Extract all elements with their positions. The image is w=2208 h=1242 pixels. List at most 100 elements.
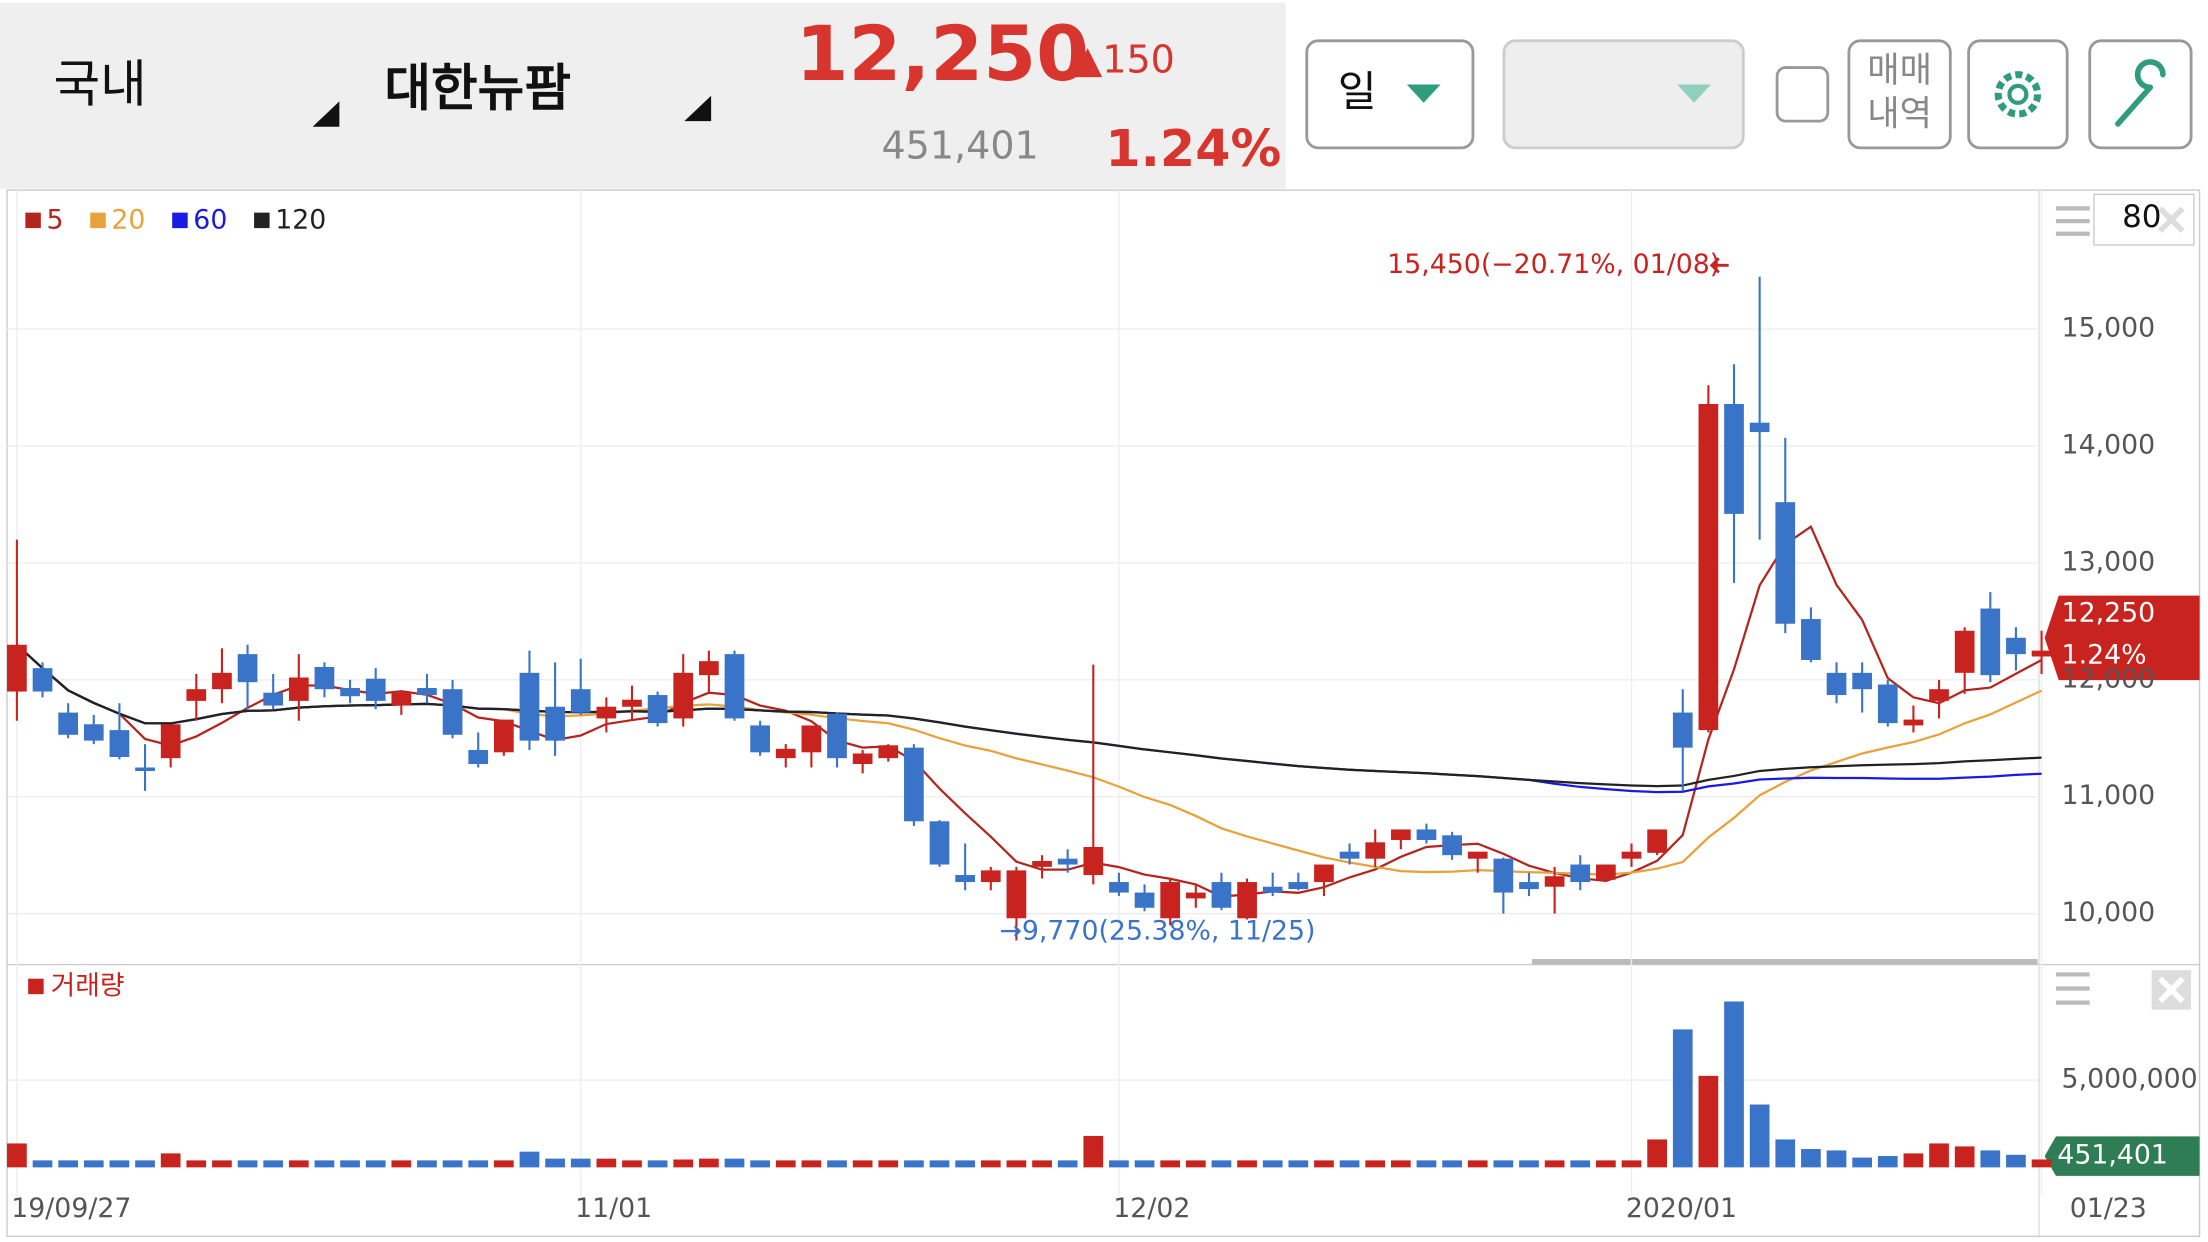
volume-bar — [1237, 1160, 1257, 1168]
volume-bar — [1390, 1160, 1411, 1168]
moving-average — [16, 643, 2042, 788]
candle-body — [1519, 882, 1539, 890]
candle-body — [1954, 630, 1975, 673]
header-bg — [0, 2, 1286, 189]
market[interactable]: 국내 — [54, 54, 147, 113]
candle-body — [1877, 684, 1898, 724]
price: 12,250 — [796, 9, 1089, 98]
candle-body — [417, 688, 437, 696]
volume-bar — [288, 1160, 309, 1168]
candle-body — [827, 713, 847, 759]
zoom[interactable]: 80 — [2122, 199, 2161, 235]
y-tick-label: 13,000 — [2062, 546, 2156, 577]
wrench-icon — [2115, 59, 2166, 127]
volume-bar — [750, 1160, 770, 1168]
candle-body — [980, 870, 1001, 883]
candle-body — [2006, 637, 2026, 655]
volume-bar — [135, 1160, 155, 1168]
volume-bar — [186, 1160, 207, 1168]
change: ▲150 — [1073, 37, 1175, 81]
stock-name[interactable]: 대한뉴팜 — [384, 59, 571, 118]
candle-body — [135, 767, 155, 772]
candle-body — [493, 719, 514, 753]
volume-bar — [1467, 1160, 1488, 1168]
candle-body — [1903, 719, 1924, 726]
candle-body — [1801, 619, 1821, 660]
candle-body — [288, 677, 309, 701]
volume-bar — [1288, 1160, 1309, 1168]
volume-bar — [1057, 1160, 1078, 1168]
volume-bar — [570, 1158, 591, 1168]
volume-bar — [724, 1158, 745, 1168]
last-volume-box — [2044, 1136, 2200, 1176]
candle-body — [1109, 882, 1129, 893]
last-volume: 451,401 — [2057, 1140, 2168, 1171]
volume-bar — [519, 1151, 540, 1168]
candle-body — [391, 692, 412, 706]
candle-body — [1544, 876, 1565, 887]
volume-bar — [1314, 1160, 1334, 1168]
volume-bar — [109, 1160, 130, 1168]
volume-bar — [263, 1160, 284, 1168]
candle-body — [1339, 851, 1360, 859]
candle-body — [750, 725, 770, 753]
volume-bar — [1544, 1160, 1565, 1168]
y-tick-label: 15,000 — [2062, 313, 2156, 344]
trade-history-button[interactable] — [1847, 39, 1952, 150]
candle-body — [314, 666, 335, 690]
volume-bar — [340, 1160, 360, 1168]
volume-bar — [83, 1160, 104, 1168]
trade-history[interactable]: 내역 — [1867, 93, 1932, 134]
volume-bar — [1647, 1139, 1667, 1168]
dropdown-arrow — [1406, 84, 1441, 103]
candle-body — [1570, 864, 1591, 883]
candle-body — [622, 699, 642, 707]
volume-bar — [365, 1160, 386, 1168]
trade-history[interactable]: 매매 — [1867, 50, 1932, 91]
menu-icon[interactable] — [2055, 206, 2090, 1005]
candle-body — [160, 724, 181, 759]
candle-body — [340, 688, 360, 697]
volume-bar — [417, 1160, 437, 1168]
volume-bar — [955, 1160, 976, 1168]
y-tick-label: 5,000,000 — [2062, 1064, 2198, 1095]
checkbox[interactable] — [1775, 66, 1830, 123]
candle-body — [1314, 864, 1334, 883]
candle-body — [1390, 829, 1411, 840]
volume-bar — [1083, 1135, 1104, 1168]
volume-bar — [801, 1160, 822, 1168]
volume-bar — [212, 1160, 232, 1168]
settings-button[interactable] — [1967, 39, 2069, 150]
chart-frame — [6, 189, 2201, 1238]
volume-bar — [647, 1160, 668, 1168]
last-price: 12,250 — [2062, 597, 2156, 628]
volume-bar — [442, 1160, 463, 1168]
candle-body — [955, 875, 976, 883]
candle-body — [1057, 858, 1078, 865]
candle-body — [1852, 672, 1873, 690]
candle-body — [1724, 403, 1744, 514]
period-dropdown[interactable] — [1305, 39, 1475, 150]
candle-body — [1032, 861, 1052, 867]
volume-bar — [673, 1159, 694, 1168]
candle-body — [1826, 672, 1847, 696]
annotation: 15,450(−20.71%, 01/08) — [1387, 249, 1720, 280]
volume-bar — [1032, 1160, 1052, 1168]
close-icon[interactable] — [2158, 206, 2185, 233]
volume-bar — [1365, 1160, 1386, 1168]
volume-bar — [1109, 1160, 1129, 1168]
volume-bar — [980, 1160, 1001, 1168]
candle-body — [1775, 502, 1796, 624]
empty-dropdown[interactable] — [1502, 39, 1745, 150]
candle-body — [1211, 882, 1232, 908]
volume-bar — [1416, 1160, 1437, 1168]
candle-body — [1929, 689, 1949, 701]
zoom-box[interactable] — [2093, 193, 2195, 246]
candle-body — [1365, 842, 1386, 859]
volume-bar — [878, 1160, 899, 1168]
candle-body — [1134, 892, 1155, 908]
volume-bar — [827, 1160, 847, 1168]
period[interactable]: 일 — [1338, 67, 1377, 116]
volume-bar — [1903, 1153, 1924, 1168]
